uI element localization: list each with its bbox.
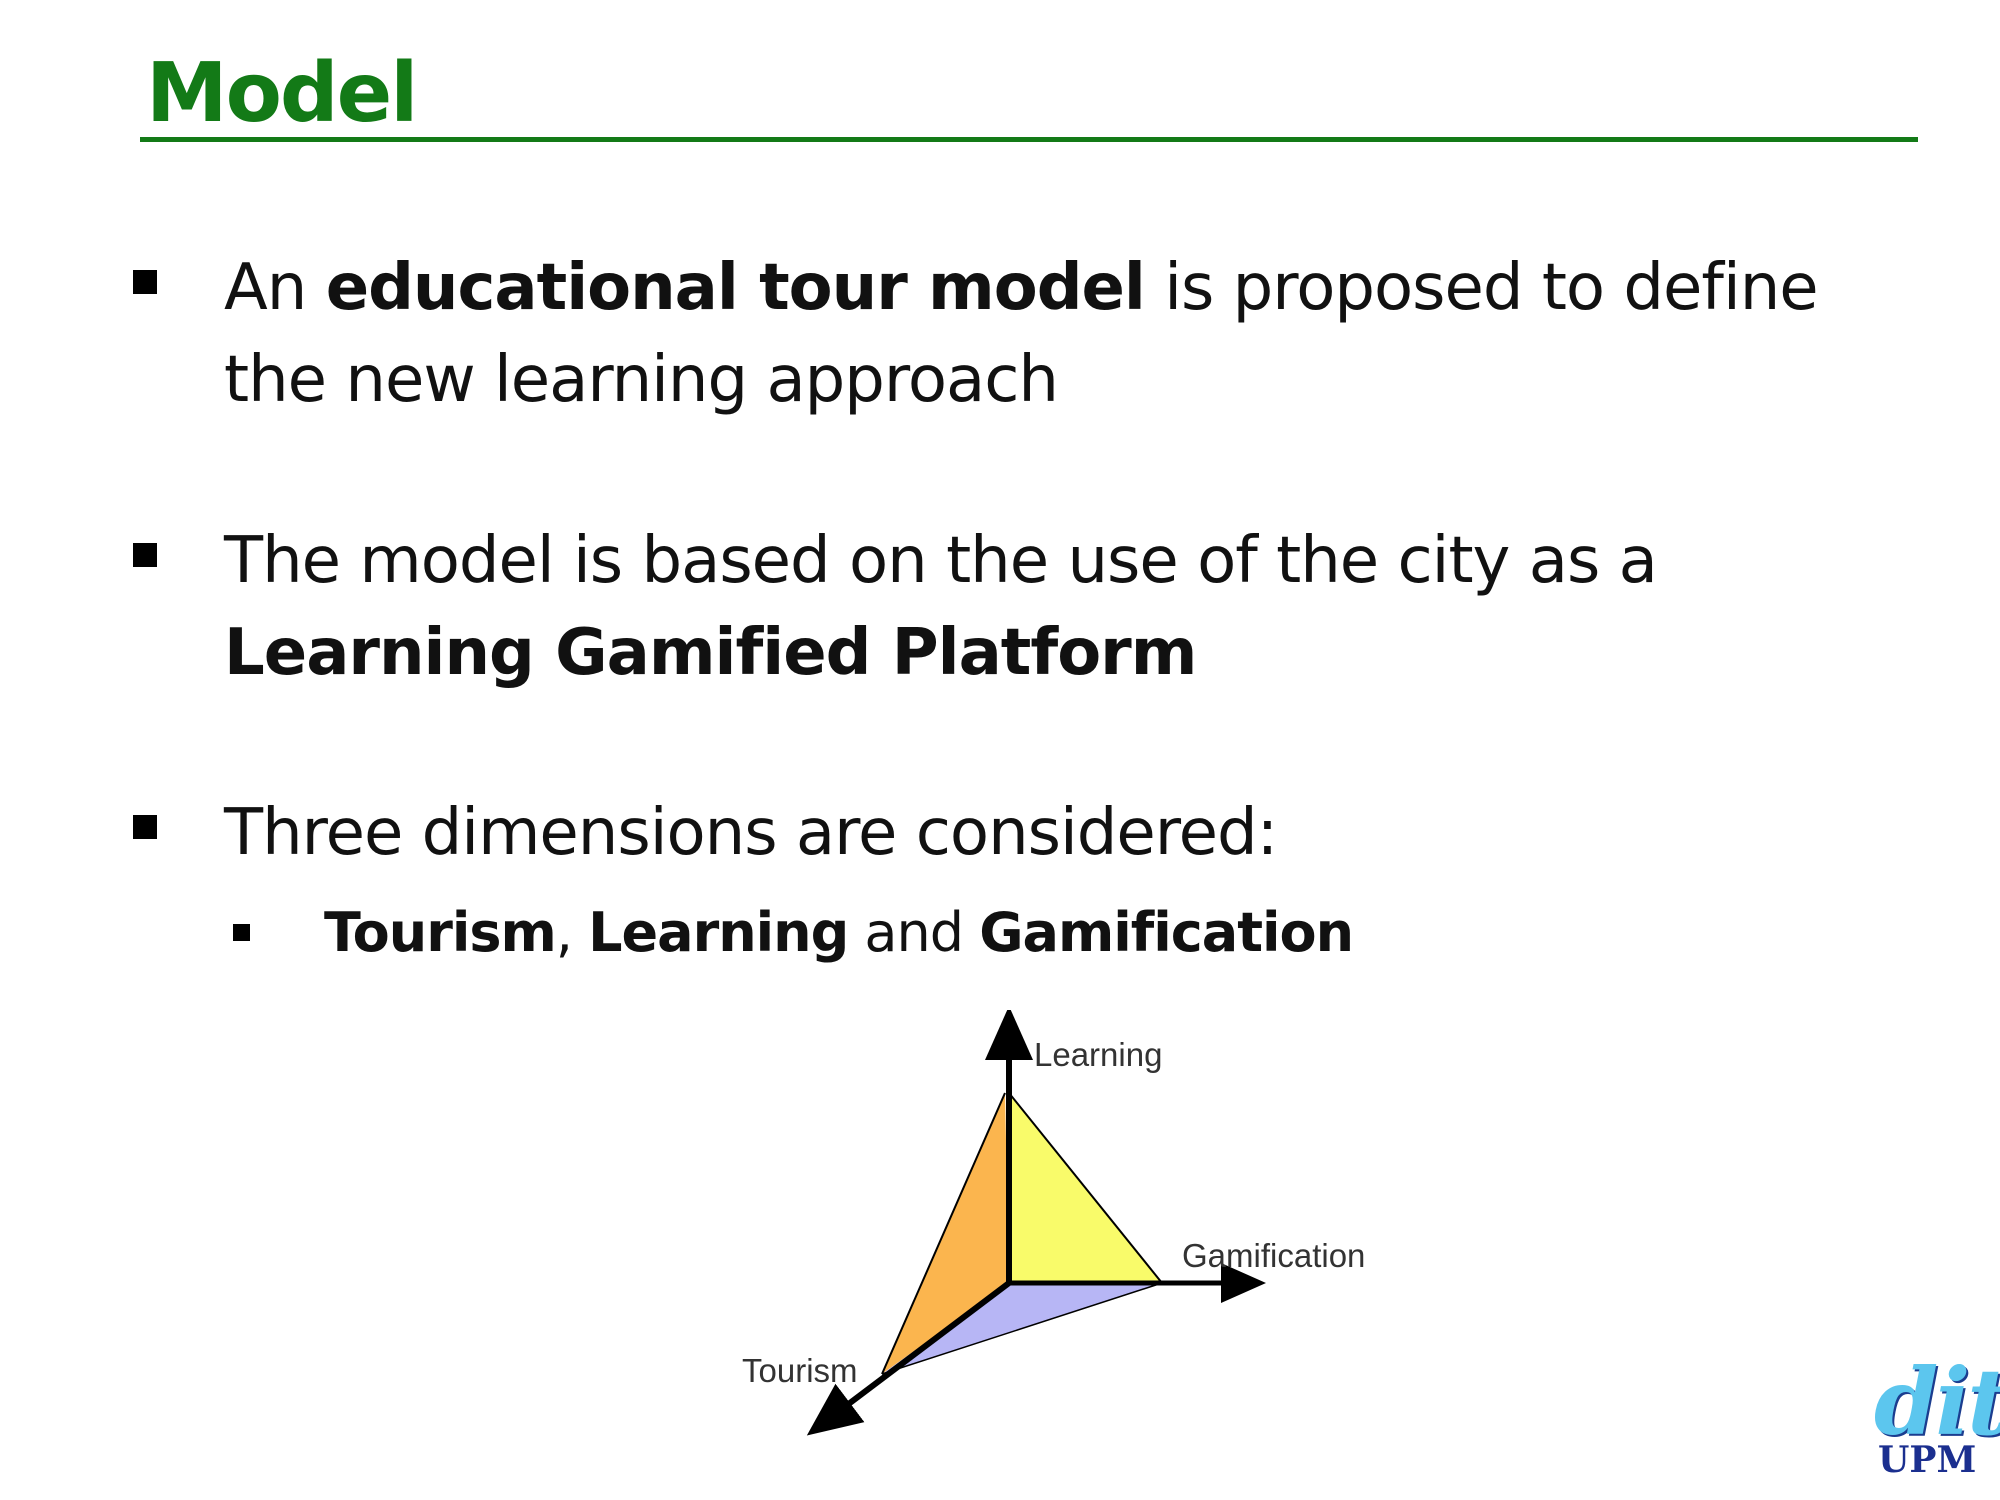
bullet-2-text: The model is based on the use of the cit… (224, 515, 1824, 699)
sub-bullet-text: Tourism, Learning and Gamification (324, 898, 1724, 968)
logo-dit-text: dit (1874, 1348, 2000, 1456)
bullet-marker (133, 270, 157, 294)
bullet-1-bold: educational tour model (325, 251, 1146, 325)
edge-learning-gamification (1008, 1092, 1163, 1284)
bullet-1-line-1: An educational tour model is proposed to… (224, 242, 1824, 334)
dimension-gamification: Gamification (979, 901, 1354, 964)
sub-bullet-marker (233, 924, 250, 941)
slide-title: Model (146, 46, 418, 141)
bullet-1-text: An educational tour model is proposed to… (224, 242, 1824, 426)
bullet-1-pre: An (224, 251, 326, 325)
axis-label-gamification: Gamification (1182, 1237, 1365, 1274)
bullet-marker (133, 543, 157, 567)
axis-label-learning: Learning (1034, 1036, 1162, 1073)
edge-learning-tourism (881, 1092, 1006, 1375)
bullet-2-line-2: Learning Gamified Platform (224, 607, 1824, 699)
bullet-1-line-2: the new learning approach (224, 343, 1059, 417)
bullet-marker (133, 815, 157, 839)
bullet-2-bold: Learning Gamified Platform (224, 616, 1197, 690)
bullet-3-line-1: Three dimensions are considered: (224, 796, 1278, 870)
dimension-learning: Learning (588, 901, 849, 964)
bullet-2-line-1: The model is based on the use of the cit… (224, 524, 1658, 598)
bullet-1-post: is proposed to define (1144, 251, 1818, 325)
bullet-3-text: Three dimensions are considered: (224, 787, 1824, 879)
dimension-tourism: Tourism (324, 901, 557, 964)
dit-upm-logo: dit UPM (1868, 1352, 2000, 1481)
axis-label-tourism: Tourism (742, 1352, 858, 1389)
sub-sep-1: , (555, 901, 589, 964)
dimensions-diagram: Learning Gamification Tourism (742, 1010, 1365, 1436)
tourism-axis (806, 1280, 1011, 1436)
edge-gamification-tourism (881, 1282, 1163, 1375)
logo-upm-text: UPM (1878, 1439, 1977, 1481)
sub-sep-2: and (848, 901, 980, 964)
title-underline (140, 137, 1918, 142)
